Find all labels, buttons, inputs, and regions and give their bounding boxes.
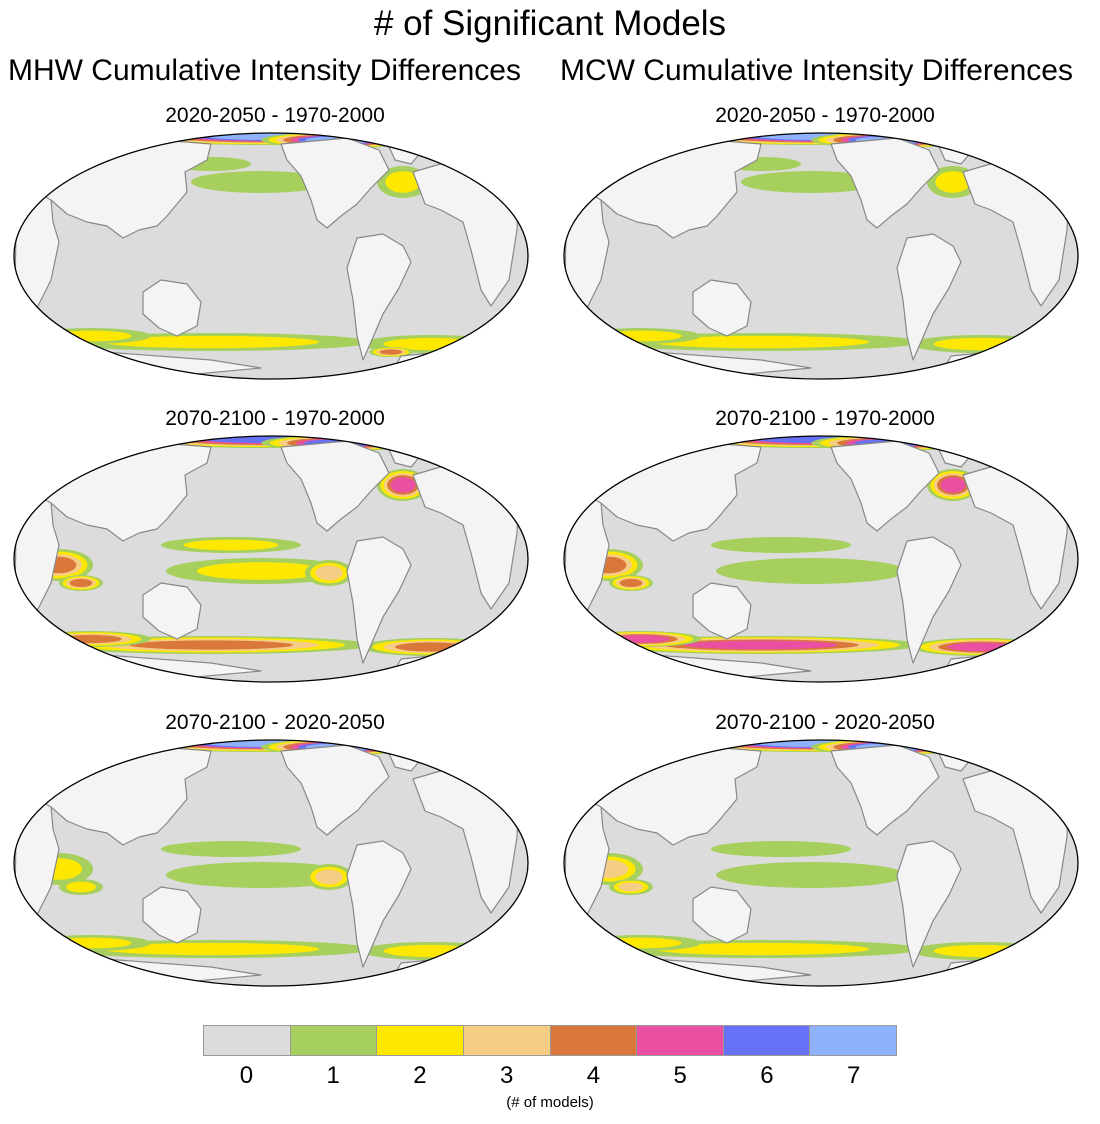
legend-swatch-6 xyxy=(723,1026,811,1055)
region-southern-ocean-level-2 xyxy=(933,944,1029,958)
region-tropical-pacific-level-2 xyxy=(196,562,326,580)
region-indian-ocean-level-4 xyxy=(69,578,93,588)
land-north-america xyxy=(830,744,940,836)
land-australia xyxy=(142,279,202,337)
region-southern-ocean-level-2 xyxy=(50,937,132,949)
region-indian-ocean-level-4 xyxy=(619,578,643,588)
land-north-america xyxy=(830,137,940,229)
region-indian-ocean-level-2 xyxy=(66,881,96,893)
region-north-pacific-level-1 xyxy=(741,171,881,193)
region-southern-ocean-level-2 xyxy=(103,335,319,349)
land-south-america xyxy=(346,840,412,968)
column-title-mhw: MHW Cumulative Intensity Differences xyxy=(8,54,521,87)
legend-colorbar xyxy=(203,1025,897,1056)
panel-label-r0c1: 2020-2050 - 1970-2000 xyxy=(715,104,935,127)
map-outline xyxy=(563,435,1079,683)
legend-tick-labels: 0 1 2 3 4 5 6 7 xyxy=(203,1062,897,1090)
land-north-america xyxy=(830,440,940,532)
region-southern-ocean-level-4 xyxy=(129,640,293,650)
legend-tick-2: 2 xyxy=(413,1062,427,1089)
region-tropical-pacific-level-1 xyxy=(711,841,851,857)
legend-tick-4: 4 xyxy=(586,1062,601,1089)
figure-title: # of Significant Models xyxy=(373,4,727,43)
land-south-america xyxy=(896,840,962,968)
map-outline xyxy=(13,739,529,987)
land-north-america xyxy=(280,440,390,532)
legend-tick-3: 3 xyxy=(499,1062,514,1089)
legend-swatch-7 xyxy=(810,1026,896,1055)
region-tropical-pacific-level-1 xyxy=(161,841,301,857)
region-southern-ocean-level-2 xyxy=(600,330,682,342)
legend-swatch-3 xyxy=(463,1026,551,1055)
legend-caption: (# of models) xyxy=(506,1094,594,1111)
legend-tick-6: 6 xyxy=(760,1062,774,1089)
map-outline xyxy=(13,132,529,380)
panel-label-r1c0: 2070-2100 - 1970-2000 xyxy=(165,407,385,430)
land-australia xyxy=(692,582,752,640)
land-australia xyxy=(692,279,752,337)
land-south-america xyxy=(896,233,962,361)
land-south-america xyxy=(896,536,962,664)
region-east-pacific-level-3 xyxy=(315,869,343,885)
map-outline xyxy=(13,435,529,683)
region-indian-ocean-level-3 xyxy=(618,882,644,892)
legend-swatch-5 xyxy=(637,1026,724,1055)
region-southern-ocean-east-level-4 xyxy=(379,349,403,355)
region-southern-ocean-level-2 xyxy=(653,942,869,956)
map-mhw-2070-2100-vs-2020-2050 xyxy=(13,739,529,987)
legend-tick-7: 7 xyxy=(846,1062,861,1089)
land-north-america xyxy=(280,137,390,229)
legend-swatch-0 xyxy=(204,1026,291,1055)
region-east-pacific-level-3 xyxy=(315,565,343,581)
region-tropical-pacific-level-2 xyxy=(183,539,279,551)
land-australia xyxy=(142,582,202,640)
legend-swatch-4 xyxy=(550,1026,638,1055)
region-tropical-pacific-level-1 xyxy=(716,862,906,888)
legend-swatch-1 xyxy=(290,1026,378,1055)
panel-label-r1c1: 2070-2100 - 1970-2000 xyxy=(715,407,935,430)
legend-tick-1: 1 xyxy=(326,1062,340,1089)
region-southern-ocean-level-5 xyxy=(684,640,838,650)
region-tropical-pacific-level-1 xyxy=(716,558,906,584)
region-southern-ocean-level-2 xyxy=(50,330,132,342)
map-outline xyxy=(563,739,1079,987)
panel-label-r2c0: 2070-2100 - 2020-2050 xyxy=(165,711,385,734)
region-southern-ocean-level-2 xyxy=(653,335,869,349)
region-north-pacific-level-1 xyxy=(191,171,331,193)
panel-label-r2c1: 2070-2100 - 2020-2050 xyxy=(715,711,935,734)
land-north-america xyxy=(280,744,390,836)
legend-tick-0: 0 xyxy=(239,1062,254,1089)
region-southern-ocean-level-5 xyxy=(947,642,1015,652)
panel-label-r0c0: 2020-2050 - 1970-2000 xyxy=(165,104,385,127)
region-southern-ocean-level-2 xyxy=(383,944,479,958)
land-south-america xyxy=(346,233,412,361)
map-mcw-2020-2050 xyxy=(563,132,1079,380)
land-australia xyxy=(142,886,202,944)
map-mcw-2070-2100-vs-1970-2000 xyxy=(563,435,1079,683)
region-north-atlantic-level-2 xyxy=(935,171,971,193)
legend-swatch-2 xyxy=(377,1026,464,1055)
map-mcw-2070-2100-vs-2020-2050 xyxy=(563,739,1079,987)
region-north-atlantic-level-5 xyxy=(390,477,416,493)
region-southern-ocean-level-2 xyxy=(103,942,319,956)
region-southern-ocean-level-2 xyxy=(933,337,1029,351)
region-north-atlantic-level-5 xyxy=(940,477,966,493)
map-mhw-2070-2100-vs-1970-2000 xyxy=(13,435,529,683)
land-australia xyxy=(692,886,752,944)
land-south-america xyxy=(346,536,412,664)
region-southern-ocean-level-2 xyxy=(600,937,682,949)
legend-tick-5: 5 xyxy=(673,1062,687,1089)
region-north-atlantic-level-2 xyxy=(385,171,421,193)
map-mhw-2020-2050 xyxy=(13,132,529,380)
map-outline xyxy=(563,132,1079,380)
column-title-mcw: MCW Cumulative Intensity Differences xyxy=(560,54,1073,87)
region-tropical-pacific-level-1 xyxy=(711,537,851,553)
